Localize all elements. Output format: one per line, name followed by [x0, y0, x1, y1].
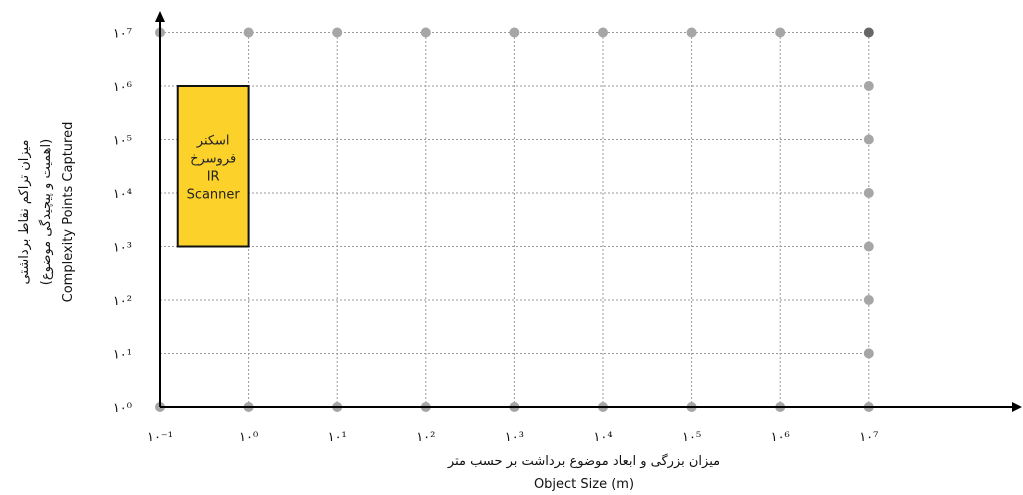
grid-lines [160, 32, 870, 407]
grid-point [332, 27, 343, 38]
ir-scanner-region [176, 85, 250, 248]
grid-point [863, 241, 874, 252]
x-tick-labels: ۱۰⁻¹ ۱۰⁰ ۱۰¹ ۱۰² ۱۰³ ۱۰⁴ ۱۰⁵ ۱۰⁶ ۱۰⁷ [147, 430, 878, 445]
y-tick-label: ۱۰¹ [113, 348, 132, 363]
y-axis-label-en: Complexity Points Captured [61, 122, 76, 303]
grid-point [863, 134, 874, 145]
y-tick-label: ۱۰⁰ [113, 401, 132, 416]
y-axis-arrow [155, 11, 165, 22]
x-tick-label: ۱۰² [416, 430, 435, 445]
grid-point [863, 295, 874, 305]
axes [155, 11, 1022, 412]
y-tick-label: ۱۰³ [113, 241, 132, 256]
grid-point [863, 188, 874, 198]
x-axis-label-fa: میزان بزرگی و ابعاد موضوع برداشت بر حسب … [447, 453, 720, 469]
ir-scanner-label-line: اسکنر [196, 133, 230, 148]
x-tick-label: ۱۰⁴ [593, 430, 612, 445]
grid-point [863, 348, 874, 359]
y-tick-label: ۱۰⁵ [113, 134, 132, 149]
grid-point [420, 27, 431, 38]
y-tick-label: ۱۰² [113, 294, 132, 309]
grid-point [243, 27, 254, 38]
y-tick-label: ۱۰⁶ [113, 80, 132, 95]
regions: اسکنر فروسرخ IR Scanner [176, 85, 250, 248]
y-axis-label-fa-2: (اهمیت و پیچیدگی موضوع) [38, 139, 54, 285]
ir-scanner-label-line: فروسرخ [190, 151, 236, 166]
x-tick-label: ۱۰⁻¹ [147, 430, 173, 445]
grid-point [509, 27, 520, 38]
y-tick-label: ۱۰⁷ [113, 27, 132, 42]
x-axis-arrow [1012, 402, 1022, 412]
y-tick-label: ۱۰⁴ [113, 187, 132, 202]
x-tick-label: ۱۰⁵ [682, 430, 701, 445]
x-tick-label: ۱۰¹ [328, 430, 347, 445]
grid-point [686, 27, 697, 38]
grid-point [863, 81, 874, 91]
ir-scanner-label-line: Scanner [187, 187, 241, 202]
x-tick-label: ۱۰⁰ [239, 430, 258, 445]
x-tick-label: ۱۰³ [505, 430, 524, 445]
ir-scanner-label-line: IR [207, 169, 220, 184]
grid-point [775, 27, 786, 38]
y-tick-labels: ۱۰⁰ ۱۰¹ ۱۰² ۱۰³ ۱۰⁴ ۱۰⁵ ۱۰⁶ ۱۰⁷ [113, 27, 132, 417]
x-tick-label: ۱۰⁷ [859, 430, 878, 445]
x-tick-label: ۱۰⁶ [771, 430, 790, 445]
y-axis-label-fa-1: میزان تراکم نقاط برداشتی [17, 140, 32, 285]
grid-point [598, 27, 608, 38]
grid-point [863, 27, 874, 38]
x-axis-label-en: Object Size (m) [534, 477, 634, 492]
